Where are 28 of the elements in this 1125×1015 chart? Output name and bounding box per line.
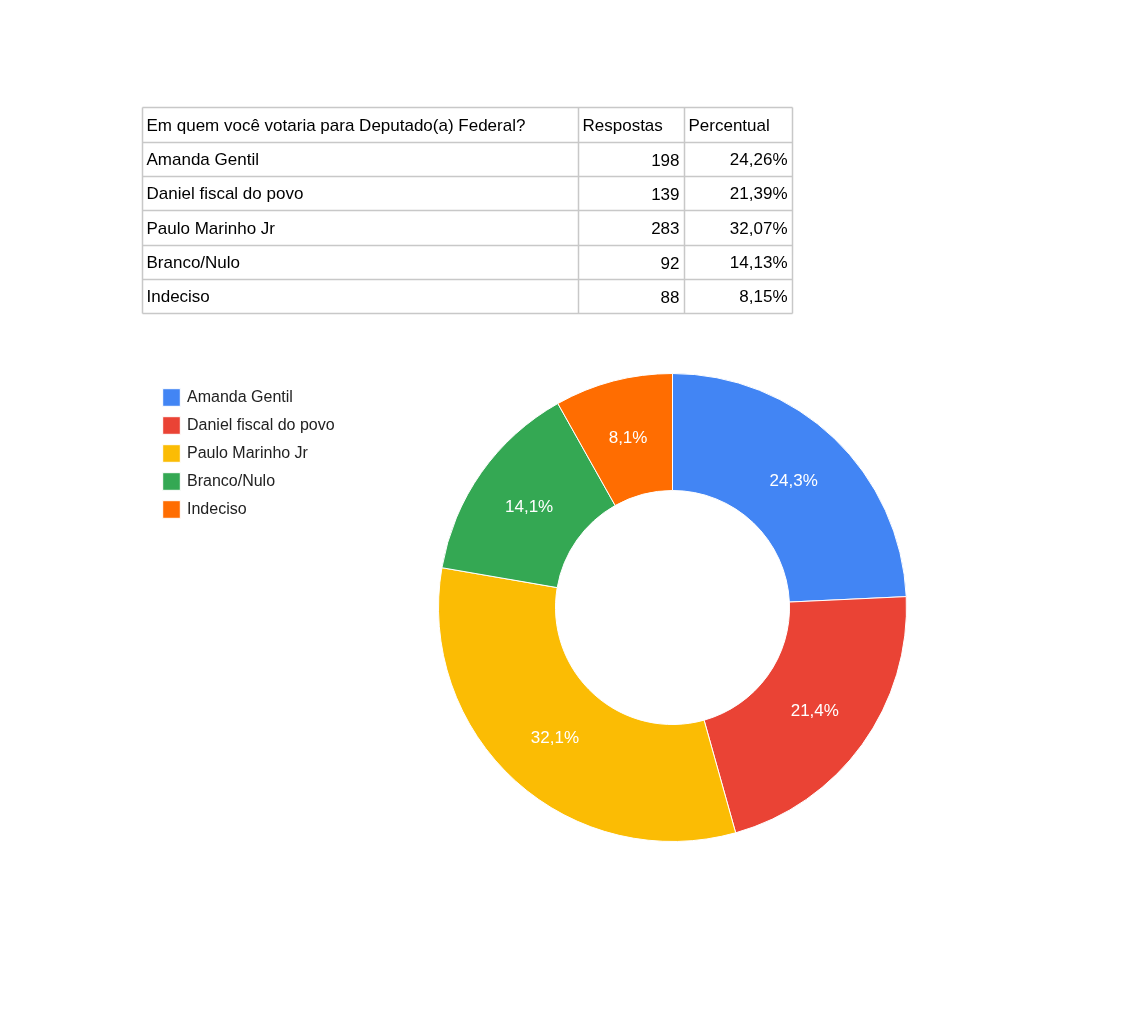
text: 24,26% bbox=[729, 150, 788, 169]
text: 8,15% bbox=[739, 287, 788, 306]
data-label: 21,4% bbox=[790, 700, 839, 720]
category-label: Amanda Gentil bbox=[146, 150, 259, 169]
text: 32,07% bbox=[729, 218, 788, 238]
legend-label: Daniel fiscal do povo bbox=[187, 416, 335, 434]
legend-label: Indeciso bbox=[187, 500, 247, 518]
chart-title: Em quem você votaria para Deputado(a) Federal? bbox=[146, 115, 526, 135]
text: Respostas bbox=[582, 115, 663, 135]
data-label: 24,3% bbox=[769, 471, 818, 491]
legend-label: Paulo Marinho Jr bbox=[187, 444, 308, 462]
legend-label: Amanda Gentil bbox=[187, 388, 293, 406]
data-label: 32,1% bbox=[530, 728, 580, 748]
category-label: Paulo Marinho Jr bbox=[146, 218, 276, 238]
data-label: 8,1% bbox=[608, 428, 648, 448]
text: Percentual bbox=[688, 115, 770, 135]
text: 198 bbox=[651, 150, 680, 170]
text: 283 bbox=[651, 219, 680, 238]
category-label: Indeciso bbox=[146, 287, 210, 306]
category-label: Daniel fiscal do povo bbox=[146, 184, 304, 203]
text: 21,39% bbox=[729, 184, 788, 203]
category-label: Branco/Nulo bbox=[146, 253, 241, 272]
text: 88 bbox=[660, 287, 680, 307]
legend-label: Branco/Nulo bbox=[187, 472, 276, 490]
text: 92 bbox=[660, 253, 680, 273]
text: 139 bbox=[651, 184, 680, 204]
data-label: 14,1% bbox=[505, 496, 554, 516]
text: 14,13% bbox=[729, 253, 788, 272]
